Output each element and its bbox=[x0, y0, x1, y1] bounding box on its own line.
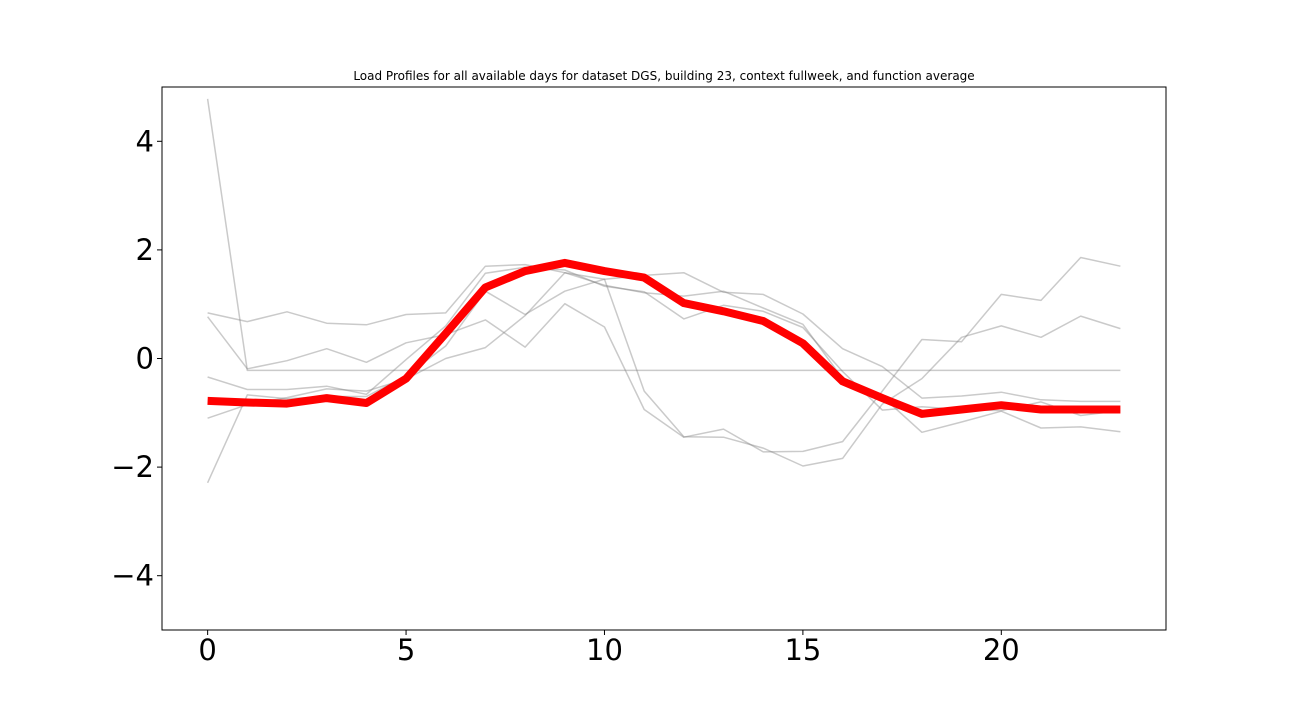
y-tick-label: −2 bbox=[111, 450, 154, 484]
day-profile-line-5 bbox=[206, 271, 1121, 484]
y-tick-label: 0 bbox=[136, 342, 154, 376]
chart-title: Load Profiles for all available days for… bbox=[353, 69, 974, 83]
y-axis: −4 −2 0 2 4 bbox=[111, 124, 162, 593]
series-layer bbox=[206, 98, 1121, 484]
x-tick-label: 20 bbox=[983, 633, 1020, 667]
x-tick-label: 5 bbox=[397, 633, 415, 667]
day-profile-line-6 bbox=[207, 271, 1121, 467]
y-tick-label: −4 bbox=[111, 559, 154, 593]
day-profile-line-4 bbox=[207, 256, 1121, 453]
x-tick-label: 15 bbox=[784, 633, 821, 667]
x-tick-label: 0 bbox=[198, 633, 216, 667]
y-tick-label: 4 bbox=[136, 124, 154, 158]
y-tick-label: 2 bbox=[136, 233, 154, 267]
x-axis: 0 5 10 15 20 bbox=[198, 630, 1020, 667]
x-tick-label: 10 bbox=[586, 633, 623, 667]
average-profile-line bbox=[207, 258, 1121, 418]
day-profile-line-1 bbox=[206, 98, 1121, 372]
